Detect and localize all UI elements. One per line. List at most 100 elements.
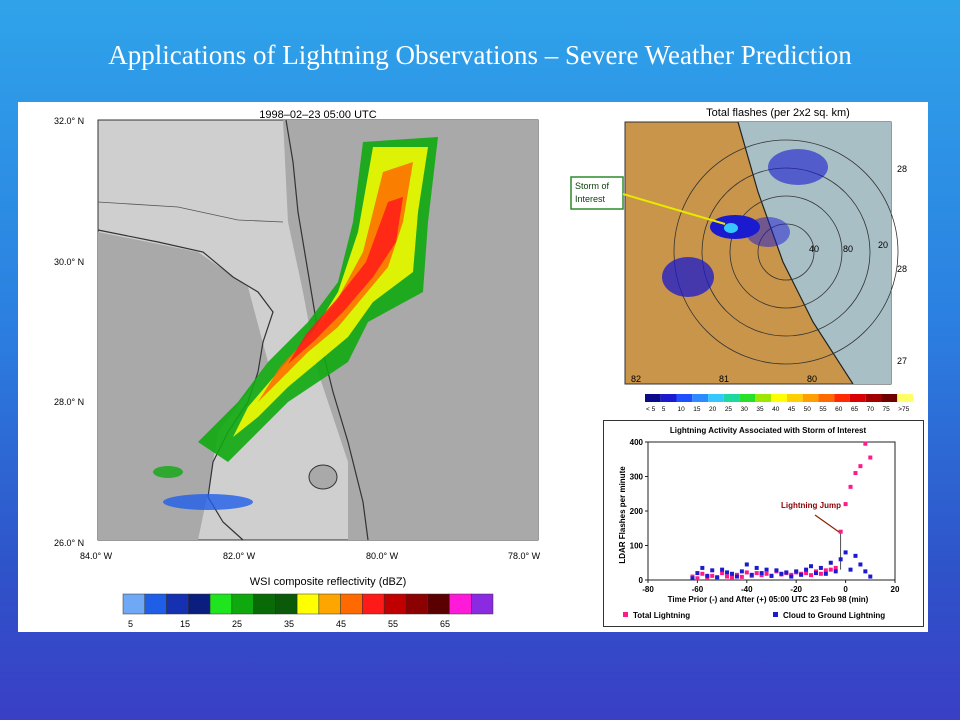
chart-xlabel: Time Prior (-) and After (+) 05:00 UTC 2… bbox=[668, 595, 869, 604]
flash-colorbar-labels: < 5 5 10 15 20 25 30 35 40 45 50 55 60 65 70 75 >75 bbox=[646, 406, 910, 413]
lat-tick-label: 27 bbox=[897, 356, 907, 366]
colorbar-label: 55 bbox=[819, 406, 827, 413]
total-lightning-point bbox=[695, 576, 700, 581]
flash-map-ocean bbox=[738, 122, 891, 384]
storm-callout-line1: Storm of bbox=[575, 181, 610, 191]
colorbar-label: 60 bbox=[835, 406, 843, 413]
cg-lightning-point bbox=[858, 562, 863, 567]
cg-lightning-point bbox=[863, 569, 868, 574]
cg-lightning-point bbox=[764, 567, 769, 572]
lon-tick-label: 82 bbox=[631, 374, 641, 384]
colorbar-swatch bbox=[755, 394, 772, 402]
flash-cluster-coast bbox=[746, 217, 790, 247]
total-lightning-point bbox=[848, 484, 853, 489]
reflectivity-legend-title: WSI composite reflectivity (dBZ) bbox=[250, 576, 406, 588]
lon-label: 84.0° W bbox=[80, 551, 113, 561]
colorbar-swatch bbox=[645, 394, 661, 402]
legend-tick-label: 55 bbox=[388, 619, 398, 629]
colorbar-label: 65 bbox=[851, 406, 859, 413]
atlantic-ocean bbox=[283, 120, 538, 540]
colorbar-swatch bbox=[802, 394, 819, 402]
colorbar-swatch bbox=[723, 394, 740, 402]
colorbar-label: 75 bbox=[882, 406, 890, 413]
total-lightning-point bbox=[729, 575, 734, 580]
colorbar-swatch bbox=[897, 394, 913, 402]
flash-cluster-north bbox=[768, 149, 828, 185]
legend-swatch bbox=[122, 593, 146, 615]
cg-lightning-point bbox=[853, 553, 858, 558]
colorbar-label: >75 bbox=[898, 406, 909, 413]
colorbar-label: 25 bbox=[725, 406, 733, 413]
flash-colorbar bbox=[645, 394, 913, 402]
colorbar-swatch bbox=[739, 394, 756, 402]
cg-lightning-point bbox=[725, 570, 730, 575]
chart-axes: 0 100 200 300 400 -80 -60 -40 -20 0 20 bbox=[630, 438, 900, 594]
legend-swatch bbox=[253, 593, 276, 615]
cg-lightning-point bbox=[700, 565, 705, 570]
colorbar-swatch bbox=[865, 394, 882, 402]
y-tick-label: 200 bbox=[630, 507, 644, 516]
flash-cluster-west bbox=[662, 257, 714, 297]
cg-lightning-point bbox=[749, 572, 754, 577]
legend-swatch bbox=[449, 593, 472, 615]
colorbar-label: < 5 bbox=[646, 406, 656, 413]
colorbar-swatch bbox=[660, 394, 677, 402]
total-lightning-point bbox=[853, 471, 858, 476]
total-lightning-point bbox=[720, 571, 725, 576]
legend-total-marker bbox=[623, 612, 628, 617]
legend-swatch bbox=[318, 593, 341, 615]
total-lightning-point bbox=[759, 573, 764, 578]
cg-lightning-point bbox=[769, 573, 774, 578]
total-lightning-point bbox=[818, 571, 823, 576]
x-tick-label: -20 bbox=[790, 585, 802, 594]
lat-label: 30.0° N bbox=[54, 257, 84, 267]
storm-callout-pointer bbox=[622, 193, 726, 225]
legend-cg-label: Cloud to Ground Lightning bbox=[783, 611, 885, 620]
range-label: 80 bbox=[843, 244, 853, 254]
colorbar-swatch bbox=[692, 394, 709, 402]
colorbar-swatch bbox=[849, 394, 866, 402]
legend-tick-label: 5 bbox=[128, 619, 133, 629]
cg-lightning-point bbox=[799, 572, 804, 577]
lon-label: 80.0° W bbox=[366, 551, 399, 561]
total-lightning-point bbox=[744, 570, 749, 575]
y-tick-label: 400 bbox=[630, 438, 644, 447]
content-panel: 1998–02–23 05:00 UTC 32.0° N 30.0° N 28.… bbox=[18, 102, 928, 632]
total-lightning-point bbox=[828, 567, 833, 572]
colorbar-label: 10 bbox=[678, 406, 686, 413]
reflectivity-legend-ticks: 5 15 25 35 45 55 65 bbox=[128, 619, 450, 629]
y-tick-label: 100 bbox=[630, 542, 644, 551]
legend-swatch bbox=[470, 593, 494, 615]
range-ring-2 bbox=[729, 195, 843, 309]
cg-lightning-point bbox=[729, 571, 734, 576]
x-tick-label: 0 bbox=[843, 585, 848, 594]
colorbar-swatch bbox=[771, 394, 787, 402]
storm-callout-box bbox=[570, 176, 624, 210]
legend-swatch bbox=[427, 593, 450, 615]
cg-lightning-point bbox=[744, 562, 749, 567]
lat-label: 28.0° N bbox=[54, 397, 84, 407]
chart-title: Lightning Activity Associated with Storm… bbox=[670, 426, 867, 435]
colorbar-label: 5 bbox=[662, 406, 666, 413]
state-border bbox=[97, 201, 284, 223]
cg-lightning-point bbox=[754, 565, 759, 570]
lat-tick-label: 28 bbox=[897, 264, 907, 274]
range-label: 40 bbox=[809, 244, 819, 254]
colorbar-swatch bbox=[818, 394, 835, 402]
legend-tick-label: 65 bbox=[440, 619, 450, 629]
legend-swatch bbox=[209, 593, 233, 615]
flash-map-title: Total flashes (per 2x2 sq. km) bbox=[706, 107, 850, 119]
cg-lightning-point bbox=[720, 567, 725, 572]
lon-tick-label: 80 bbox=[807, 374, 817, 384]
cg-lightning-point bbox=[774, 568, 779, 573]
colorbar-label: 15 bbox=[693, 406, 701, 413]
colorbar-swatch bbox=[834, 394, 850, 402]
colorbar-swatch bbox=[786, 394, 803, 402]
legend-swatch bbox=[383, 593, 407, 615]
total-lightning-point bbox=[823, 568, 828, 573]
radar-reflectivity-map: 1998–02–23 05:00 UTC 32.0° N 30.0° N 28.… bbox=[54, 109, 541, 629]
total-flashes-map: Total flashes (per 2x2 sq. km) Storm of … bbox=[570, 107, 913, 413]
legend-swatch bbox=[275, 593, 298, 615]
cg-lightning-point bbox=[833, 569, 838, 574]
legend-swatch bbox=[362, 593, 385, 615]
